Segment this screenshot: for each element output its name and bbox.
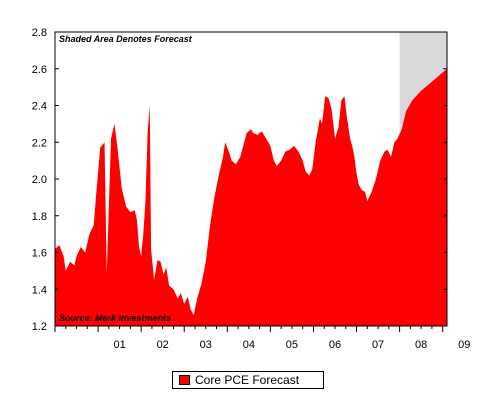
y-tick-label: 1.2	[32, 321, 47, 333]
legend-label: Core PCE Forecast	[195, 373, 300, 387]
x-tick-label: 01	[113, 339, 125, 351]
core-pce-area	[55, 68, 447, 326]
y-tick-label: 2.4	[32, 101, 47, 113]
y-tick-label: 2.6	[32, 64, 47, 76]
y-axis: 1.2 1.4 1.6 1.8 2.0 2.2 2.4 2.6 2.8	[32, 27, 447, 333]
y-tick-label: 1.4	[32, 284, 47, 296]
x-tick-label: 04	[243, 339, 255, 351]
y-tick-label: 2.0	[32, 174, 47, 186]
x-tick-label: 08	[415, 339, 427, 351]
x-tick-label: 05	[286, 339, 298, 351]
x-tick-label: 02	[157, 339, 169, 351]
x-tick-label: 09	[458, 339, 470, 351]
x-tick-label: 03	[200, 339, 212, 351]
source-annotation: Source: Merk Investments	[59, 313, 171, 323]
y-tick-label: 2.2	[32, 137, 47, 149]
y-tick-label: 1.8	[32, 211, 47, 223]
x-axis: 01 02 03 04 05 06 07 08 09	[54, 326, 470, 351]
legend: Core PCE Forecast	[172, 371, 324, 389]
y-tick-label: 2.8	[32, 27, 47, 39]
y-tick-label: 1.6	[32, 248, 47, 260]
forecast-annotation: Shaded Area Denotes Forecast	[59, 34, 193, 44]
legend-swatch	[179, 375, 190, 385]
x-tick-label: 06	[329, 339, 341, 351]
x-tick-label: 07	[372, 339, 384, 351]
